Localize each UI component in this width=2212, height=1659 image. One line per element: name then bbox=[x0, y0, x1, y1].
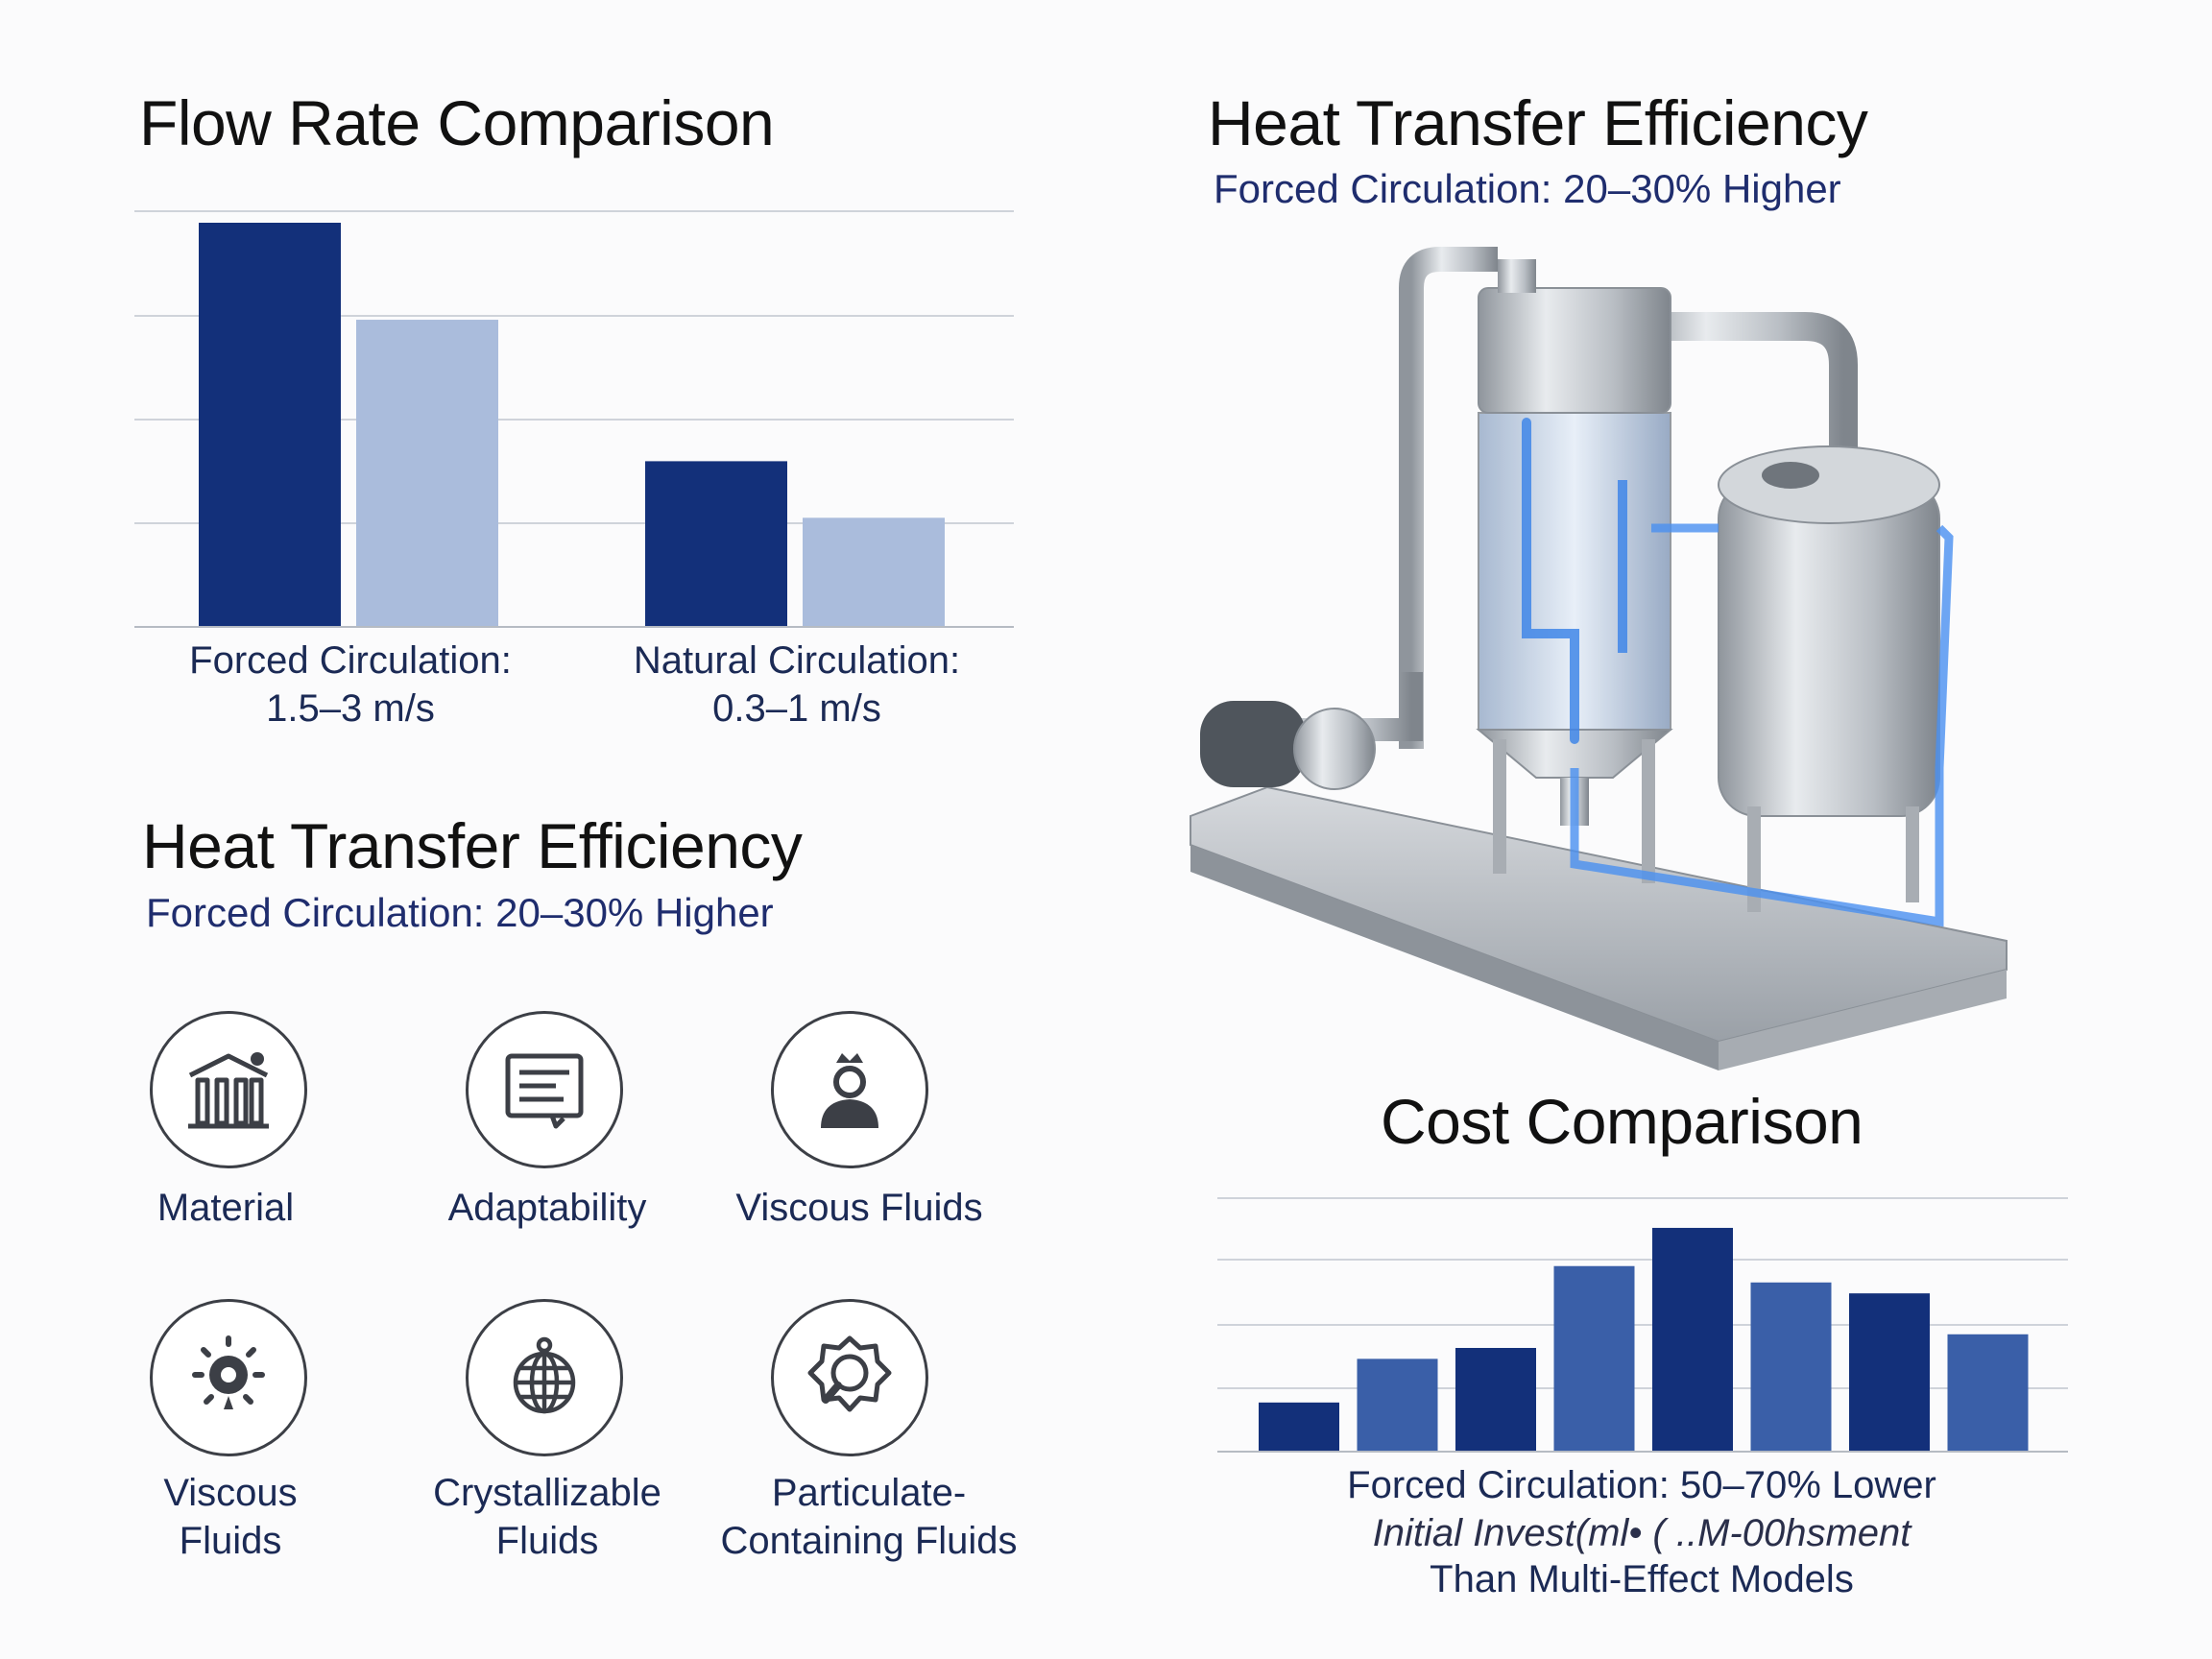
flow-label-natural: Natural Circulation: 0.3–1 m/s bbox=[633, 639, 961, 730]
cost-bar-0 bbox=[1259, 1402, 1339, 1452]
feature-label-crystallizable: Crystallizable Fluids bbox=[433, 1472, 661, 1562]
feature-label-adaptability: Adaptability bbox=[447, 1187, 647, 1229]
columns-icon bbox=[150, 1011, 307, 1168]
flow-bar-0-0 bbox=[199, 223, 341, 627]
cost-bar-1 bbox=[1357, 1358, 1438, 1452]
flow-bar-1-0 bbox=[645, 461, 787, 627]
feature-label-particulate: Particulate- Containing Fluids bbox=[720, 1472, 1018, 1562]
magnifier-badge-icon bbox=[771, 1299, 928, 1456]
heat-left-subtitle: Forced Circulation: 20–30% Higher bbox=[146, 890, 774, 935]
flow-chart-title: Flow Rate Comparison bbox=[139, 87, 775, 158]
cost-note-line3: Than Multi-Effect Models bbox=[1430, 1558, 1854, 1600]
evaporator-illustration bbox=[1190, 247, 2008, 1070]
sun-drop-icon bbox=[150, 1299, 307, 1456]
cost-note-line1: Forced Circulation: 50–70% Lower bbox=[1347, 1464, 1936, 1506]
heat-left-title: Heat Transfer Efficiency bbox=[142, 810, 803, 881]
cost-note-line2: Initial Invest(ml• ( ..M-00hsment bbox=[1372, 1512, 1911, 1554]
feature-label-material: Material bbox=[156, 1187, 295, 1229]
document-icon bbox=[466, 1011, 623, 1168]
flow-label-forced: Forced Circulation: 1.5–3 m/s bbox=[189, 639, 512, 730]
cost-bar-2 bbox=[1455, 1348, 1536, 1452]
flow-bar-1-1 bbox=[803, 517, 945, 627]
flow-rate-chart bbox=[134, 210, 1014, 628]
globe-icon bbox=[466, 1299, 623, 1456]
cost-bar-6 bbox=[1849, 1293, 1930, 1452]
feature-label-viscous-fluids: Viscous Fluids bbox=[163, 1472, 298, 1562]
cost-bar-4 bbox=[1652, 1227, 1733, 1452]
cost-bar-3 bbox=[1553, 1265, 1635, 1452]
cost-bar-5 bbox=[1750, 1282, 1832, 1452]
feature-label-viscous: Viscous Fluids bbox=[735, 1187, 983, 1229]
heat-right-subtitle: Forced Circulation: 20–30% Higher bbox=[1214, 166, 1841, 211]
flow-bar-0-1 bbox=[356, 320, 498, 627]
person-icon bbox=[771, 1011, 928, 1168]
cost-bar-7 bbox=[1947, 1334, 2029, 1452]
cost-chart-title: Cost Comparison bbox=[1381, 1086, 1863, 1157]
heat-right-title: Heat Transfer Efficiency bbox=[1208, 87, 1868, 158]
cost-chart bbox=[1217, 1197, 2068, 1453]
